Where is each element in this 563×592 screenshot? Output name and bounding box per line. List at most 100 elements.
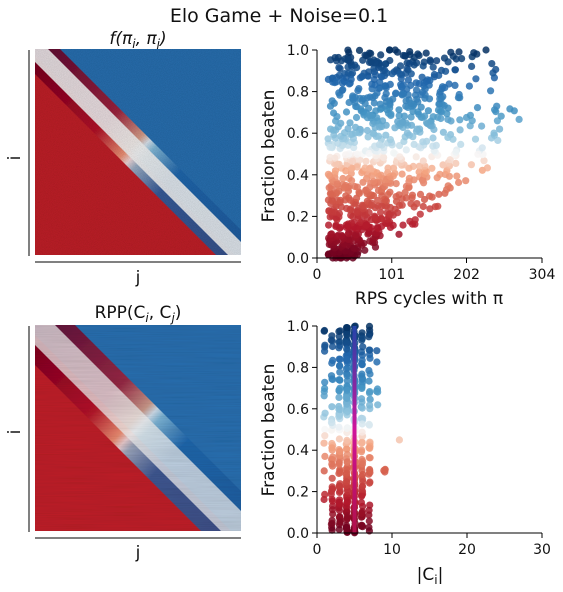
mean-line: [352, 326, 357, 533]
scatter-bottom-point: [343, 458, 351, 466]
scatter-top-point: [355, 46, 364, 55]
scatter-bottom-point: [336, 368, 344, 376]
scatter-top-point: [377, 51, 385, 59]
scatter-top-point: [402, 146, 410, 154]
scatter-top-point: [327, 230, 335, 238]
scatter-top-point: [395, 230, 403, 238]
scatter-top-point: [429, 113, 437, 121]
scatter-bottom-point: [358, 460, 367, 468]
scatter-top-point: [396, 153, 404, 161]
scatter-bottom-point: [365, 346, 373, 354]
scatter-top-ylabel: Fraction beaten: [259, 90, 279, 223]
scatter-bottom-ytick-label: 0.4: [287, 443, 309, 459]
scatter-top-point: [466, 111, 474, 119]
scatter-top-point: [447, 48, 455, 56]
scatter-top-point: [496, 125, 504, 133]
scatter-top-point: [451, 66, 459, 74]
scatter-top-point: [336, 196, 344, 204]
scatter-top-point: [497, 112, 505, 120]
scatter-bottom-point: [321, 490, 329, 498]
scatter-bottom-point: [321, 409, 329, 417]
scatter-bottom-point: [358, 509, 366, 518]
scatter-top-point: [452, 159, 460, 167]
scatter-top-point: [442, 67, 450, 75]
scatter-top-point: [339, 174, 347, 183]
scatter-top-point: [439, 128, 447, 136]
scatter-bottom-point: [320, 439, 328, 447]
scatter-bottom-point: [357, 498, 365, 506]
scatter-top-point: [354, 87, 362, 95]
scatter-top-point: [482, 46, 490, 54]
scatter-bottom-point: [321, 425, 329, 434]
scatter-bottom-point: [321, 384, 329, 392]
scatter-top-point: [410, 176, 418, 184]
scatter-top-point: [358, 72, 367, 80]
scatter-bottom-point: [343, 450, 351, 458]
scatter-top-point: [348, 177, 356, 185]
scatter-bottom-point: [358, 329, 366, 337]
scatter-top-point: [492, 65, 500, 74]
scatter-bottom-point: [344, 514, 352, 522]
scatter-top-point: [412, 153, 420, 161]
scatter-top-point: [437, 94, 445, 102]
scatter-top-point: [352, 113, 361, 122]
scatter-bottom-xtick-label: 20: [458, 542, 476, 558]
scatter-bottom-point: [335, 435, 343, 443]
scatter-top-point: [378, 192, 386, 200]
scatter-top-point: [396, 70, 404, 78]
scatter-top-point: [429, 63, 437, 71]
scatter-bottom-point: [342, 478, 350, 486]
scatter-top-point: [378, 123, 386, 131]
scatter-bottom-point: [357, 414, 365, 422]
scatter-top-point: [458, 55, 466, 63]
scatter-top-point: [412, 127, 421, 135]
scatter-top-point: [407, 113, 415, 121]
scatter-top-point: [416, 190, 425, 198]
scatter-top-point: [374, 196, 382, 204]
scatter-bottom: 0.0 0.2 0.4 0.6 0.8 1.0 0 10 20 30 Fraction beat…: [259, 319, 551, 587]
scatter-top-ytick-label: 1.0: [287, 43, 309, 59]
scatter-bottom-point: [366, 370, 374, 378]
scatter-top-xtick-label: 304: [529, 267, 556, 283]
scatter-top-point: [480, 157, 488, 165]
scatter-top-point: [391, 124, 399, 132]
scatter-bottom-point: [344, 407, 352, 416]
scatter-bottom-point: [335, 327, 343, 336]
scatter-top-point: [389, 221, 397, 229]
heatmap-top-title: f(πi, πj): [109, 29, 166, 51]
heatmap-bottom-title: RPP(Ci, Cj): [95, 303, 182, 325]
scatter-top-point: [398, 201, 406, 209]
scatter-top-point: [428, 164, 436, 172]
scatter-top-point: [392, 193, 400, 201]
scatter-bottom-point: [335, 393, 343, 401]
scatter-top-point: [341, 183, 349, 191]
scatter-top-point: [462, 177, 470, 185]
scatter-top-point: [371, 71, 380, 79]
scatter-top-point: [453, 172, 461, 180]
scatter-top-ytick-label: 0.2: [287, 209, 309, 225]
scatter-top-point: [431, 203, 439, 211]
scatter-bottom-point: [343, 355, 351, 363]
scatter-top-point: [488, 60, 496, 68]
scatter-top-ytick-label: 0.0: [287, 251, 309, 267]
scatter-top-point: [418, 88, 427, 96]
scatter-bottom-point: [328, 403, 336, 411]
scatter-top-point: [390, 164, 398, 172]
scatter-top-point: [353, 183, 361, 191]
scatter-bottom-ytick-label: 1.0: [287, 319, 309, 335]
scatter-bottom-point: [358, 521, 366, 529]
scatter-top-point: [370, 130, 378, 138]
scatter-top-point: [468, 62, 476, 70]
scatter-top-point: [371, 81, 379, 89]
scatter-top-point: [435, 190, 443, 198]
scatter-bottom-point: [320, 467, 328, 475]
scatter-top-point: [380, 154, 388, 162]
scatter-top-point: [361, 164, 369, 172]
scatter-top-point: [344, 125, 352, 133]
scatter-bottom-point: [344, 498, 352, 506]
scatter-bottom-point: [358, 492, 366, 500]
scatter-bottom-point: [321, 378, 329, 386]
scatter-top-xtick-label: 202: [453, 267, 480, 283]
scatter-top-point: [326, 143, 334, 151]
scatter-top-point: [366, 164, 374, 172]
